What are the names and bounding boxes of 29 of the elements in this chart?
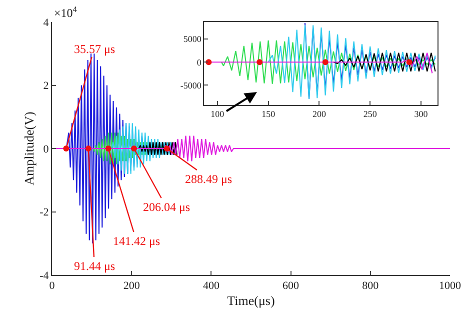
x-tick-label: 200 (123, 280, 140, 292)
line-series (268, 24, 436, 100)
x-tick-label: 800 (362, 280, 380, 292)
x-tick-label: 400 (202, 280, 220, 292)
y-tick-label: 4 (43, 16, 50, 29)
y-tick-label: -4 (40, 270, 50, 282)
y-tick-label: 0 (196, 57, 202, 68)
y-tick-label: -2 (40, 206, 49, 219)
y-tick-label: 5000 (183, 34, 202, 44)
annotation: 91.44 μs (74, 259, 116, 273)
x-tick-label: 600 (282, 280, 300, 292)
annotation: 141.42 μs (113, 234, 160, 248)
x-tick-label: 200 (312, 108, 326, 119)
x-tick-label: 250 (363, 108, 378, 119)
annotation: 288.49 μs (185, 172, 232, 186)
x-axis-title: Time(μs) (227, 292, 275, 308)
text: ×10$^{4}$ (54, 5, 78, 20)
line-series (220, 40, 436, 84)
annotation: 206.04 μs (143, 200, 190, 214)
y-tick-label: -5000 (180, 80, 202, 90)
x-tick-label: 100 (210, 108, 225, 119)
x-tick-label: 1000 (439, 280, 462, 292)
annotation: 35.57 μs (74, 42, 116, 56)
y-axis-title: Amplitude(V) (22, 112, 37, 186)
x-tick-label: 300 (414, 108, 428, 119)
line-series (332, 52, 436, 72)
y-tick-label: 0 (43, 143, 50, 156)
y-tick-label: 2 (43, 80, 49, 92)
x-tick-label: 150 (262, 108, 276, 119)
